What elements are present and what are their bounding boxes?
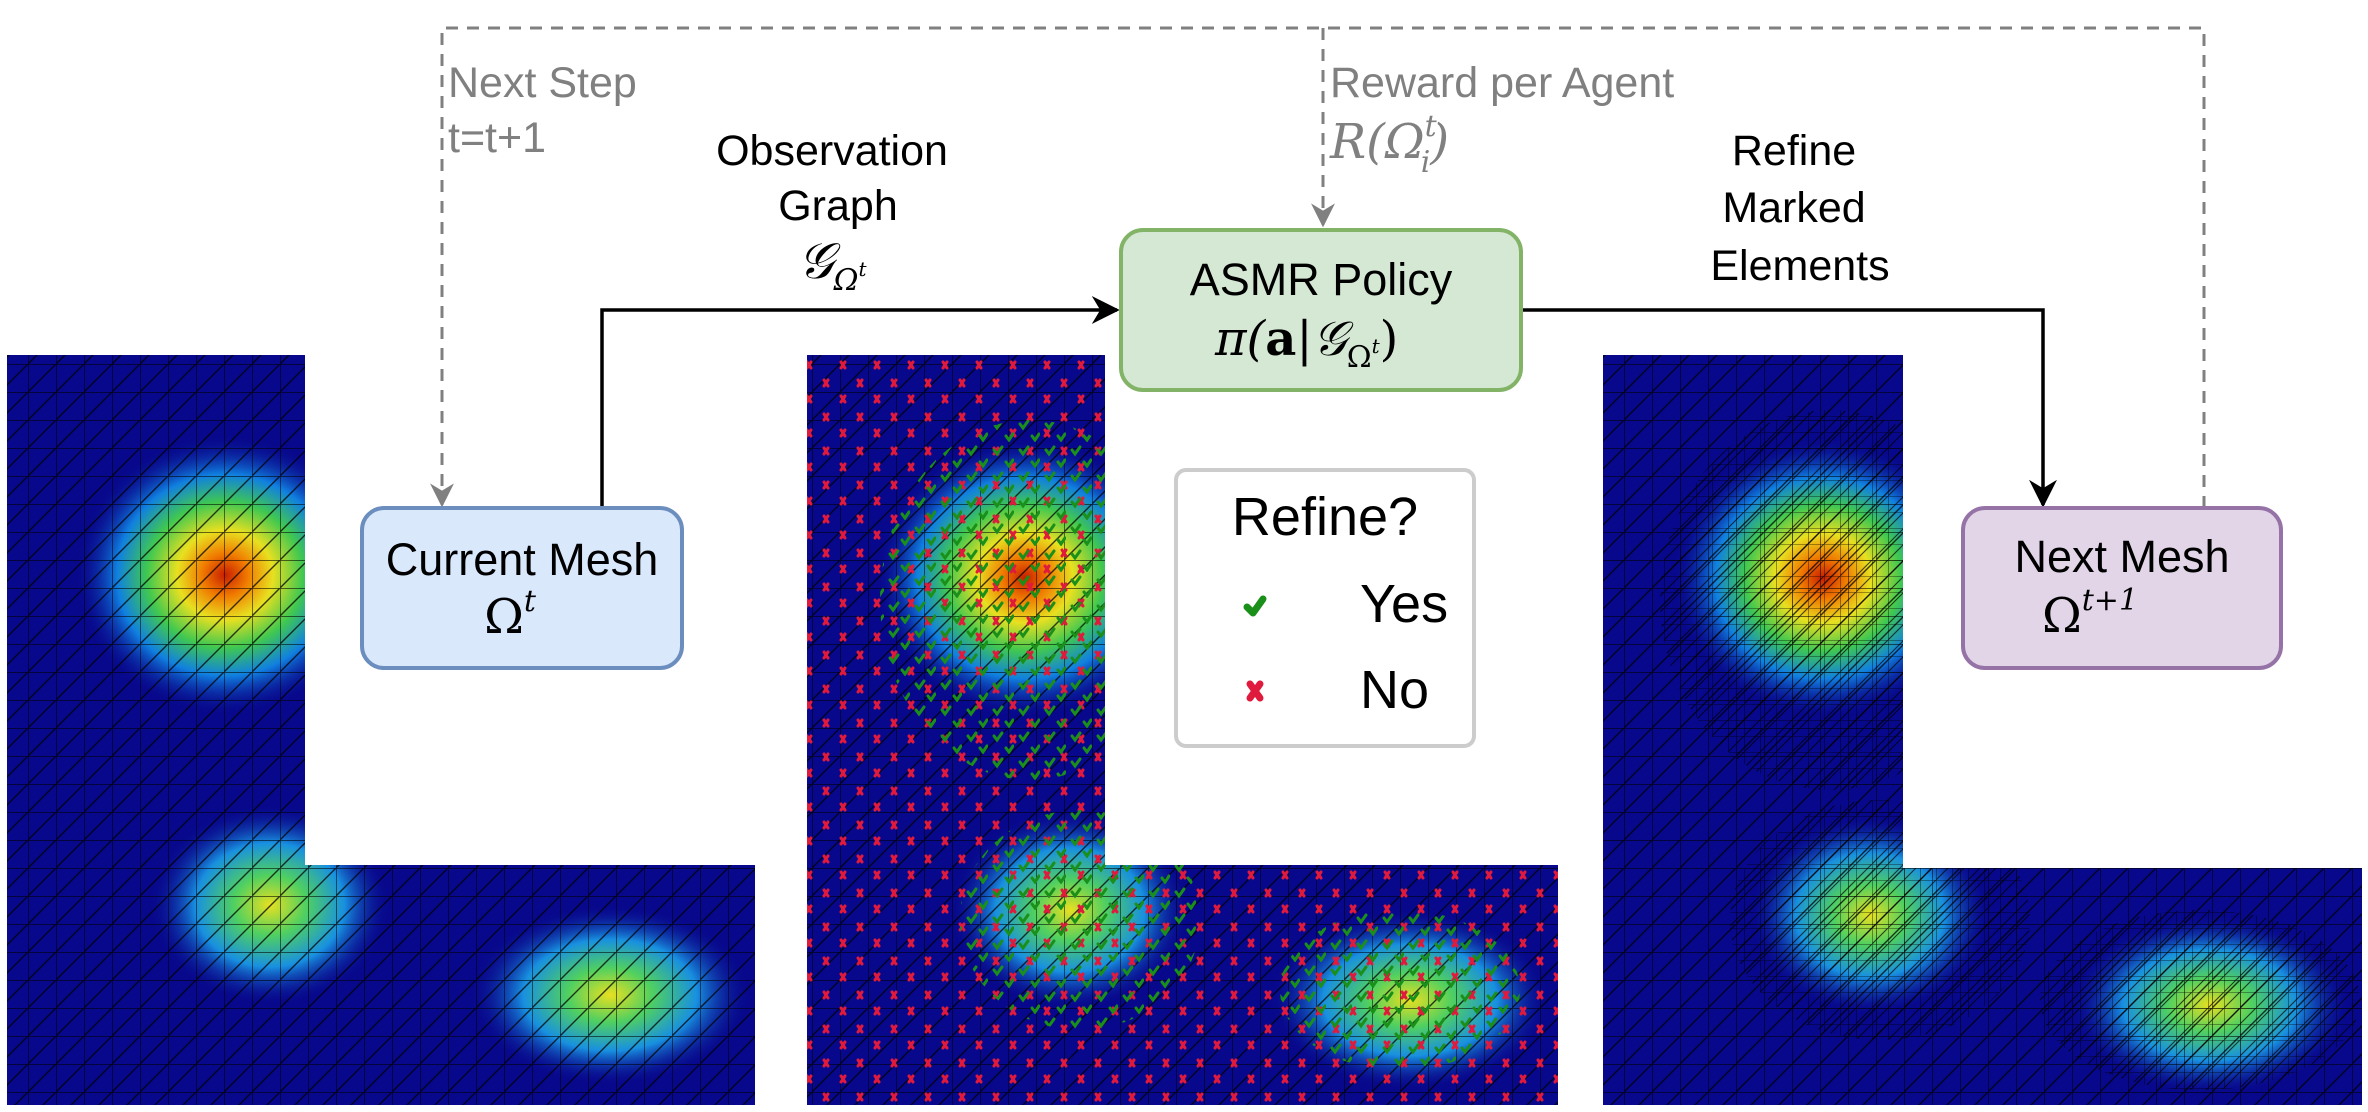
next-step-label: Next Step t=t+1 — [448, 59, 649, 162]
observation-arrow — [600, 296, 1120, 508]
no-cross-icon — [1246, 680, 1264, 702]
current-mesh-label: Current Mesh — [386, 534, 659, 585]
legend-title: Refine? — [1232, 487, 1418, 547]
next-mesh-field — [1603, 355, 2362, 1105]
next-mesh-node: Next Mesh Ωt+1 — [1961, 506, 2283, 670]
current-mesh-formula: Ωt — [484, 584, 537, 645]
reward-formula: R(Ωt i) — [1329, 109, 1449, 180]
refine-legend: Refine? Yes No — [1174, 468, 1476, 748]
next-step-loop-arrow — [430, 26, 2206, 508]
observation-label: Observation Graph — [716, 127, 960, 230]
next-mesh-label: Next Mesh — [2014, 531, 2229, 582]
asmr-policy-node: ASMR Policy π(a|𝒢Ωt) — [1119, 228, 1523, 392]
legend-no-label: No — [1360, 660, 1429, 720]
refine-label: Refine Marked Elements — [1710, 127, 1889, 290]
policy-formula: π(a|𝒢Ωt) — [1214, 311, 1398, 375]
current-mesh-field — [7, 355, 755, 1105]
observation-formula: 𝒢Ωt — [798, 232, 867, 298]
yes-check-icon — [1243, 595, 1267, 617]
policy-label: ASMR Policy — [1190, 254, 1453, 305]
reward-label: Reward per Agent — [1330, 59, 1674, 107]
current-mesh-node: Current Mesh Ωt — [360, 506, 684, 670]
legend-yes-label: Yes — [1360, 574, 1448, 634]
refine-arrow — [1521, 308, 2057, 508]
next-mesh-formula: Ωt+1 — [2042, 583, 2138, 644]
